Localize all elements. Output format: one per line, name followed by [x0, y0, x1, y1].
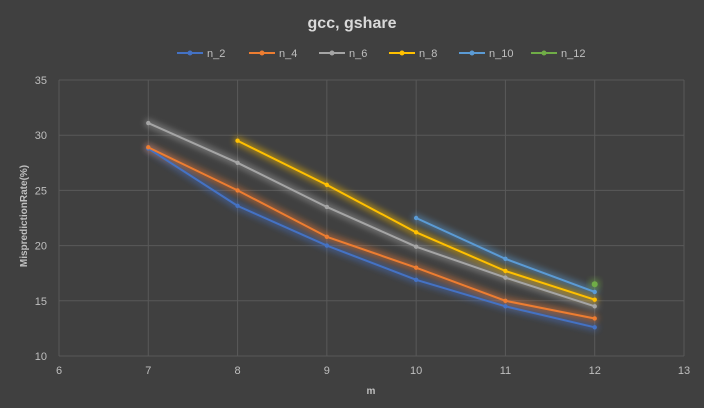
legend-label: n_6 [349, 48, 367, 60]
series-glow-n_4 [144, 143, 599, 323]
data-point-n_10 [413, 215, 419, 221]
chart-title: gcc, gshare [308, 15, 397, 32]
x-tick-label: 6 [56, 365, 62, 377]
data-point-n_6 [235, 160, 240, 165]
data-point-n_2 [324, 243, 330, 248]
data-point-n_6 [592, 304, 597, 309]
legend-item-n_12: n_12 [531, 48, 585, 60]
data-point-n_10 [592, 289, 597, 295]
legend-marker [329, 50, 335, 56]
data-point-n_2 [413, 277, 419, 283]
y-tick-label: 20 [35, 241, 47, 253]
legend-marker [187, 50, 193, 56]
legend-marker [469, 50, 475, 56]
data-point-n_10 [503, 256, 508, 262]
y-tick-label: 35 [35, 75, 47, 87]
data-point-n_12 [591, 281, 598, 288]
legend-item-n_6: n_6 [319, 48, 367, 60]
data-point-n_6 [146, 120, 151, 126]
data-point-n_4 [146, 145, 151, 150]
series-line-n_4 [147, 146, 595, 320]
y-tick-label: 15 [35, 296, 47, 308]
y-axis-title: MispredictionRate(%) [19, 165, 30, 267]
legend-label: n_2 [207, 48, 225, 60]
x-axis-title: m [367, 386, 376, 397]
data-point-n_4 [413, 265, 419, 270]
data-point-n_2 [503, 304, 508, 309]
legend-marker [259, 50, 265, 56]
x-tick-label: 11 [500, 365, 511, 377]
data-point-n_4 [235, 188, 240, 193]
data-point-n_8 [324, 182, 330, 188]
legend-item-n_4: n_4 [249, 48, 297, 60]
x-tick-label: 10 [410, 365, 422, 377]
y-tick-label: 10 [35, 351, 47, 363]
series-line-n_6 [147, 122, 596, 308]
series-lines [146, 120, 598, 330]
data-point-n_2 [235, 203, 240, 209]
legend-item-n_2: n_2 [177, 48, 225, 60]
legend-item-n_8: n_8 [389, 48, 437, 60]
y-axis-ticks: 10 15 20 25 30 35 [35, 75, 47, 363]
legend-marker [399, 50, 405, 56]
data-point-n_6 [503, 275, 508, 280]
legend: n_2 n_4 n_6 n_8 n_10 n_12 [177, 48, 585, 60]
data-point-n_8 [503, 268, 508, 274]
legend-label: n_12 [561, 48, 585, 60]
legend-label: n_10 [489, 48, 513, 60]
data-point-n_6 [413, 244, 419, 249]
x-tick-label: 8 [235, 365, 241, 377]
x-tick-label: 12 [589, 365, 601, 377]
x-axis-ticks: 6 7 8 9 10 11 12 13 [56, 365, 690, 377]
legend-label: n_4 [279, 48, 297, 60]
data-point-n_8 [592, 297, 597, 302]
legend-marker [541, 50, 547, 56]
series-line-n_2 [147, 147, 595, 329]
x-tick-label: 9 [324, 365, 330, 377]
x-tick-label: 7 [145, 365, 151, 377]
data-point-n_2 [592, 325, 597, 330]
data-point-n_4 [503, 298, 508, 303]
data-point-n_4 [592, 316, 597, 321]
data-point-n_8 [413, 230, 419, 235]
y-tick-label: 30 [35, 130, 47, 142]
legend-label: n_8 [419, 48, 437, 60]
data-point-n_6 [324, 204, 330, 210]
y-tick-label: 25 [35, 185, 47, 197]
legend-item-n_10: n_10 [459, 48, 513, 60]
x-tick-label: 13 [678, 365, 690, 377]
data-point-n_8 [235, 138, 240, 143]
data-point-n_4 [324, 234, 330, 239]
